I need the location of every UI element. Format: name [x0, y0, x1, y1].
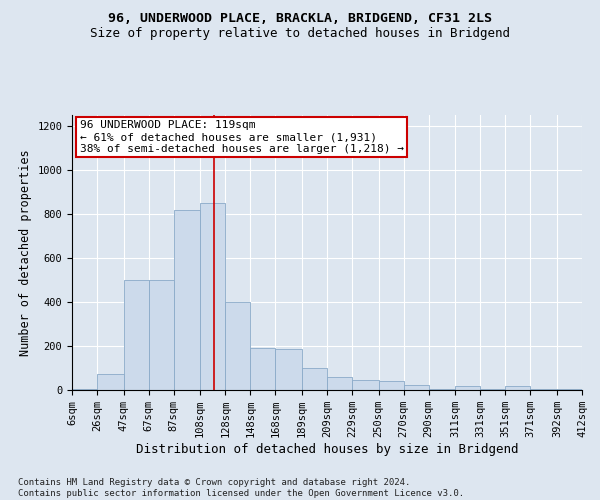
- X-axis label: Distribution of detached houses by size in Bridgend: Distribution of detached houses by size …: [136, 443, 518, 456]
- Bar: [124, 280, 149, 390]
- Text: 96, UNDERWOOD PLACE, BRACKLA, BRIDGEND, CF31 2LS: 96, UNDERWOOD PLACE, BRACKLA, BRIDGEND, …: [108, 12, 492, 26]
- Bar: [174, 210, 200, 390]
- Text: 96 UNDERWOOD PLACE: 119sqm
← 61% of detached houses are smaller (1,931)
38% of s: 96 UNDERWOOD PLACE: 119sqm ← 61% of deta…: [80, 120, 404, 154]
- Y-axis label: Number of detached properties: Number of detached properties: [19, 149, 32, 356]
- Bar: [302, 368, 327, 390]
- Bar: [327, 377, 352, 390]
- Bar: [404, 384, 429, 390]
- Bar: [250, 348, 275, 390]
- Bar: [275, 350, 302, 390]
- Bar: [72, 389, 97, 390]
- Text: Contains HM Land Registry data © Crown copyright and database right 2024.
Contai: Contains HM Land Registry data © Crown c…: [18, 478, 464, 498]
- Bar: [429, 389, 455, 390]
- Bar: [379, 381, 404, 390]
- Bar: [97, 374, 124, 390]
- Bar: [455, 386, 480, 390]
- Bar: [530, 389, 557, 390]
- Bar: [505, 386, 530, 390]
- Bar: [200, 203, 225, 390]
- Text: Size of property relative to detached houses in Bridgend: Size of property relative to detached ho…: [90, 28, 510, 40]
- Bar: [480, 389, 505, 390]
- Bar: [352, 380, 379, 390]
- Bar: [225, 302, 250, 390]
- Bar: [149, 280, 174, 390]
